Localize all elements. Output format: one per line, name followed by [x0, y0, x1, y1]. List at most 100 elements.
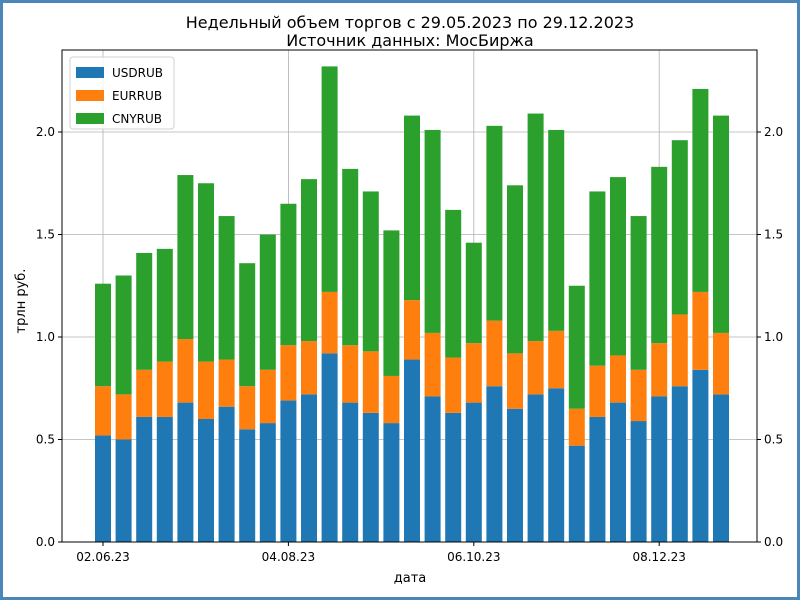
bar-usdrub [383, 423, 400, 542]
bar-usdrub [568, 445, 585, 542]
bar-cnyrub [630, 216, 647, 370]
y-tick-label-left: 2.0 [36, 125, 55, 139]
bar-usdrub [136, 416, 153, 542]
bar-eurrub [548, 330, 565, 389]
bar-eurrub [445, 357, 462, 413]
bar-cnyrub [465, 242, 482, 344]
bar-cnyrub [156, 248, 173, 362]
bar-cnyrub [713, 115, 729, 333]
bar-usdrub [651, 396, 668, 542]
bar-eurrub [321, 291, 338, 354]
bar-cnyrub [301, 179, 317, 342]
y-tick-label-right: 0.5 [764, 433, 783, 447]
bar-eurrub [115, 394, 132, 440]
x-tick-label: 02.06.23 [76, 550, 129, 564]
bar-eurrub [692, 291, 709, 370]
bar-cnyrub [362, 191, 379, 352]
bar-cnyrub [445, 209, 462, 358]
bar-cnyrub [321, 66, 338, 292]
bar-cnyrub [507, 185, 523, 354]
bar-cnyrub [651, 166, 668, 344]
bar-eurrub [301, 341, 317, 395]
bar-eurrub [651, 343, 668, 397]
legend-swatch [76, 67, 104, 78]
y-tick-label-left: 0.5 [36, 433, 55, 447]
bar-cnyrub [239, 263, 256, 387]
bar-usdrub [713, 394, 729, 542]
bar-usdrub [177, 402, 194, 542]
bar-eurrub [136, 369, 153, 417]
y-tick-label-right: 1.0 [764, 330, 783, 344]
bar-usdrub [301, 394, 317, 542]
bar-usdrub [692, 369, 709, 542]
bar-cnyrub [610, 177, 626, 356]
x-tick-label: 06.10.23 [447, 550, 500, 564]
bar-eurrub [507, 353, 523, 409]
y-axis-label: трлн руб. [14, 269, 29, 334]
bar-eurrub [671, 314, 688, 387]
bar-usdrub [342, 402, 359, 542]
bar-usdrub [404, 359, 420, 542]
bars [95, 66, 729, 542]
bar-usdrub [218, 406, 235, 542]
bar-usdrub [362, 412, 379, 542]
bar-cnyrub [259, 234, 276, 370]
ticks: 0.0 0.0 0.5 0.5 1.0 1.0 1.5 1.5 2.0 2.0 02.06.23 04… [36, 125, 783, 564]
bar-usdrub [548, 388, 565, 542]
x-tick-label: 04.08.23 [262, 550, 315, 564]
bar-cnyrub [115, 275, 132, 395]
bar-eurrub [404, 300, 420, 360]
bar-eurrub [527, 341, 544, 395]
y-tick-label-right: 0.0 [764, 535, 783, 549]
bar-usdrub [589, 416, 606, 542]
chart-subtitle: Источник данных: МосБиржа [286, 31, 533, 50]
bar-eurrub [156, 361, 173, 417]
bar-usdrub [610, 402, 626, 542]
bar-cnyrub [548, 129, 565, 331]
bar-cnyrub [527, 113, 544, 342]
bar-usdrub [445, 412, 462, 542]
plot-area-border [61, 49, 758, 543]
bar-eurrub [713, 332, 729, 395]
legend-swatch [76, 90, 104, 101]
bar-cnyrub [383, 230, 400, 376]
bar-cnyrub [404, 115, 420, 301]
bar-eurrub [465, 343, 482, 403]
bar-usdrub [527, 394, 544, 542]
bar-usdrub [424, 396, 441, 542]
bar-eurrub [568, 408, 585, 446]
bar-eurrub [218, 359, 235, 407]
bar-cnyrub [177, 175, 194, 340]
bar-eurrub [362, 351, 379, 413]
bar-usdrub [95, 435, 111, 542]
bar-usdrub [198, 419, 214, 542]
bar-cnyrub [486, 125, 503, 321]
bar-eurrub [486, 320, 503, 387]
bar-usdrub [156, 416, 173, 542]
y-tick-label-left: 1.5 [36, 228, 55, 242]
x-tick-label: 08.12.23 [632, 550, 685, 564]
bar-cnyrub [568, 285, 585, 409]
legend-label: EURRUB [112, 89, 162, 103]
bar-cnyrub [342, 168, 359, 346]
chart-title: Недельный объем торгов с 29.05.2023 по 2… [186, 13, 634, 32]
bar-eurrub [259, 369, 276, 424]
bar-eurrub [95, 386, 111, 436]
legend-label: CNYRUB [112, 112, 162, 126]
bar-eurrub [177, 339, 194, 403]
bar-cnyrub [198, 183, 214, 362]
y-tick-label-right: 1.5 [764, 228, 783, 242]
bar-cnyrub [95, 283, 111, 387]
bar-eurrub [589, 365, 606, 417]
bar-usdrub [507, 408, 523, 542]
bar-cnyrub [424, 129, 441, 333]
bar-eurrub [630, 369, 647, 422]
bar-eurrub [280, 345, 297, 401]
legend: USDRUB EURRUB CNYRUB [69, 56, 175, 130]
bar-usdrub [321, 353, 338, 542]
bar-cnyrub [136, 252, 153, 370]
y-tick-label-right: 2.0 [764, 125, 783, 139]
bar-usdrub [259, 423, 276, 542]
bar-usdrub [239, 429, 256, 542]
